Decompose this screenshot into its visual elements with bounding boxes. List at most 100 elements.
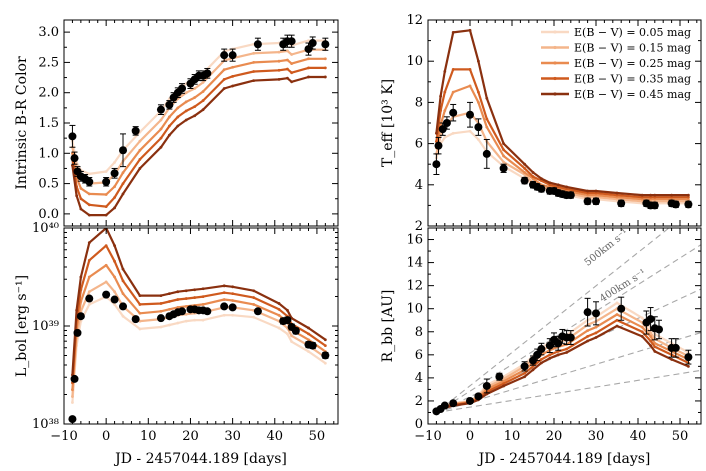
series-marker bbox=[222, 313, 226, 317]
series-marker bbox=[277, 302, 281, 305]
data-point bbox=[220, 51, 229, 60]
data-point bbox=[102, 177, 111, 186]
x-ticks bbox=[63, 20, 335, 226]
data-point bbox=[537, 184, 546, 193]
series-marker bbox=[222, 298, 226, 301]
series-marker bbox=[640, 195, 644, 199]
series-marker bbox=[252, 70, 256, 73]
series-marker bbox=[252, 61, 256, 64]
series-marker bbox=[104, 193, 108, 196]
series-marker bbox=[222, 68, 226, 72]
series-marker bbox=[87, 275, 91, 279]
series-marker bbox=[201, 108, 205, 112]
x-tick-label: 30 bbox=[588, 429, 605, 444]
series-marker bbox=[615, 191, 619, 195]
series-marker bbox=[286, 332, 289, 336]
series-marker bbox=[594, 336, 598, 339]
series-marker bbox=[71, 388, 74, 392]
series-marker bbox=[649, 339, 652, 343]
plot-area-color bbox=[68, 34, 330, 217]
plot-area-rbb bbox=[432, 228, 701, 416]
series-marker bbox=[79, 197, 83, 201]
series-marker bbox=[286, 308, 289, 312]
series-marker bbox=[71, 151, 74, 155]
series-marker bbox=[121, 314, 125, 318]
series-marker bbox=[201, 90, 205, 93]
data-point bbox=[119, 302, 128, 311]
series-marker bbox=[523, 162, 526, 166]
series-marker bbox=[277, 307, 281, 311]
series-marker bbox=[231, 65, 235, 69]
series-marker bbox=[79, 275, 83, 279]
y-tick-label: 16 bbox=[406, 233, 423, 248]
series-marker bbox=[71, 401, 74, 404]
series-marker bbox=[193, 87, 197, 90]
series-marker bbox=[231, 74, 235, 78]
data-point bbox=[592, 309, 600, 318]
series-marker bbox=[138, 327, 142, 331]
data-point bbox=[308, 341, 317, 350]
series-marker bbox=[121, 171, 125, 175]
series-marker bbox=[167, 292, 171, 296]
data-point bbox=[110, 295, 119, 304]
legend-label: E(B − V) = 0.45 mag bbox=[574, 88, 691, 101]
series-marker bbox=[121, 292, 125, 296]
series-marker bbox=[104, 280, 108, 284]
data-point bbox=[474, 123, 483, 132]
series-marker bbox=[277, 326, 281, 330]
series-marker bbox=[548, 181, 552, 185]
data-point bbox=[533, 350, 542, 359]
legend-label: E(B − V) = 0.35 mag bbox=[574, 73, 691, 86]
series-marker bbox=[307, 350, 310, 353]
series-line bbox=[71, 48, 326, 185]
y-tick-label: 0 bbox=[415, 417, 423, 432]
series-marker bbox=[653, 349, 657, 353]
series-marker bbox=[184, 297, 188, 300]
series-marker bbox=[502, 148, 505, 152]
series-marker bbox=[252, 303, 256, 306]
series-marker bbox=[87, 203, 91, 207]
x-tick-label: 50 bbox=[309, 429, 326, 444]
legend-label: E(B − V) = 0.25 mag bbox=[574, 57, 691, 70]
y-axis-label: Intrinsic B-R Color bbox=[14, 56, 30, 190]
series-marker bbox=[167, 307, 171, 311]
series-marker bbox=[615, 193, 619, 197]
series-marker bbox=[184, 100, 188, 104]
series-marker bbox=[323, 344, 327, 347]
y-tick-label: 10 bbox=[406, 302, 423, 317]
y-tick-label: 12 bbox=[406, 13, 423, 28]
series-marker bbox=[502, 154, 505, 158]
series-marker bbox=[687, 197, 690, 201]
data-point bbox=[592, 197, 600, 206]
y-tick-label: 8 bbox=[415, 325, 423, 340]
data-point bbox=[583, 197, 592, 206]
series-marker bbox=[615, 318, 619, 322]
y-ticks: 2 4 6 8 10 12 bbox=[406, 13, 701, 234]
series-marker bbox=[75, 308, 79, 312]
data-point bbox=[566, 333, 575, 342]
series-marker bbox=[502, 142, 505, 146]
x-tick-label: 10 bbox=[140, 429, 157, 444]
series-marker bbox=[307, 338, 310, 342]
series-marker bbox=[104, 213, 108, 217]
data-point bbox=[449, 108, 458, 117]
series-marker bbox=[477, 138, 480, 141]
series-marker bbox=[184, 312, 188, 316]
series-marker bbox=[231, 299, 235, 302]
y-tick-label: 1.5 bbox=[38, 116, 59, 131]
series-marker bbox=[290, 334, 294, 338]
series-marker bbox=[594, 325, 598, 329]
series-marker bbox=[586, 329, 589, 333]
series-marker bbox=[159, 118, 163, 122]
x-tick-label: 20 bbox=[546, 429, 563, 444]
series-marker bbox=[184, 289, 188, 293]
series-marker bbox=[201, 81, 205, 84]
series-marker bbox=[653, 195, 657, 199]
x-tick-label: −10 bbox=[50, 429, 77, 444]
series-marker bbox=[201, 318, 205, 322]
legend-label: E(B − V) = 0.15 mag bbox=[574, 42, 691, 55]
data-point bbox=[321, 40, 330, 49]
x-axis-label: JD - 2457044.189 [days] bbox=[477, 451, 651, 467]
series-marker bbox=[252, 315, 256, 319]
series-marker bbox=[104, 205, 108, 209]
